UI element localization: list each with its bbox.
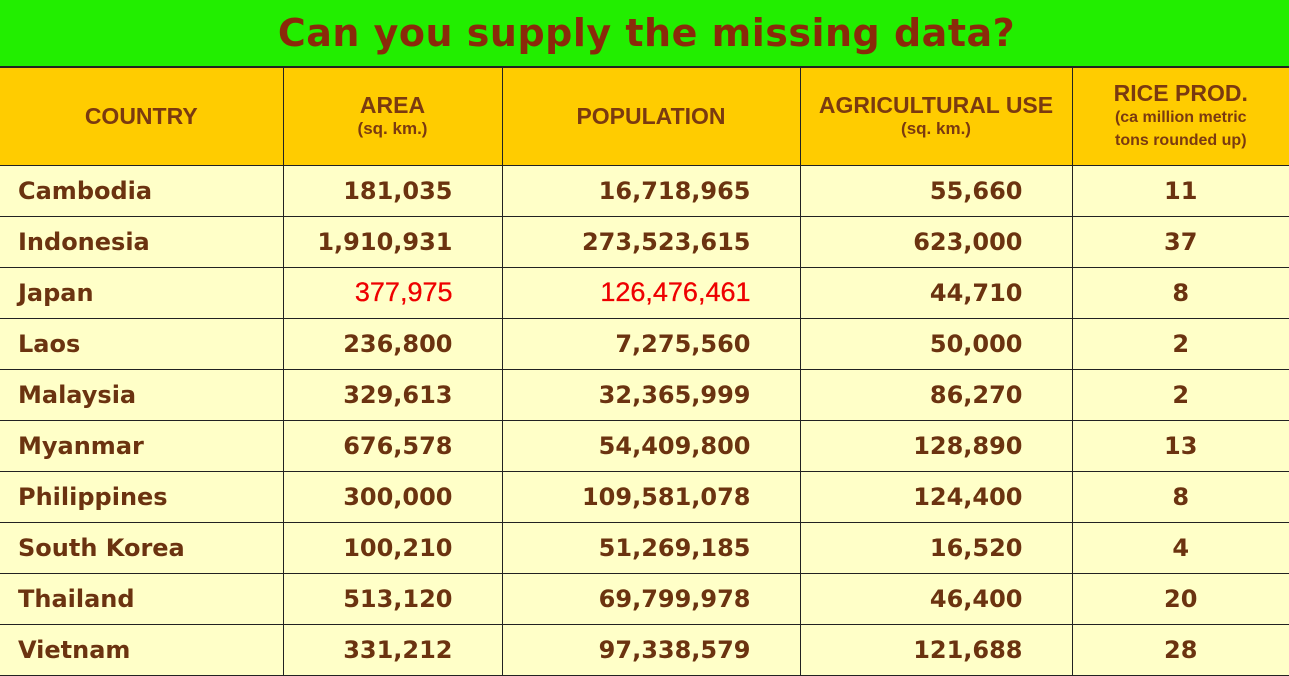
cell-population-highlighted: 126,476,461	[501, 266, 801, 319]
table-row: Vietnam 331,212 97,338,579 121,688 28	[0, 623, 1289, 676]
cell-agricultural-use: 124,400	[799, 470, 1073, 523]
header-area-unit: (sq. km.)	[357, 119, 428, 139]
cell-population: 97,338,579	[501, 623, 801, 676]
cell-rice-production: 2	[1071, 317, 1289, 370]
cell-population: 16,718,965	[501, 164, 801, 217]
header-agricultural-use: AGRICULTURAL USE (sq. km.)	[799, 66, 1073, 166]
cell-area: 300,000	[282, 470, 503, 523]
cell-area: 1,910,931	[282, 215, 503, 268]
cell-country: Philippines	[0, 470, 284, 523]
header-area: AREA (sq. km.)	[282, 66, 503, 166]
table-row: South Korea 100,210 51,269,185 16,520 4	[0, 521, 1289, 574]
cell-agricultural-use: 44,710	[799, 266, 1073, 319]
cell-agricultural-use: 86,270	[799, 368, 1073, 421]
table-row: Philippines 300,000 109,581,078 124,400 …	[0, 470, 1289, 523]
cell-country: South Korea	[0, 521, 284, 574]
cell-rice-production: 20	[1071, 572, 1289, 625]
cell-agricultural-use: 46,400	[799, 572, 1073, 625]
header-country: COUNTRY	[0, 66, 284, 166]
cell-agricultural-use: 121,688	[799, 623, 1073, 676]
table-row: Indonesia 1,910,931 273,523,615 623,000 …	[0, 215, 1289, 268]
header-population-label: POPULATION	[576, 103, 726, 130]
cell-rice-production: 37	[1071, 215, 1289, 268]
cell-area: 331,212	[282, 623, 503, 676]
cell-agricultural-use: 55,660	[799, 164, 1073, 217]
cell-rice-production: 4	[1071, 521, 1289, 574]
cell-country: Thailand	[0, 572, 284, 625]
cell-agricultural-use: 50,000	[799, 317, 1073, 370]
cell-population: 69,799,978	[501, 572, 801, 625]
header-country-label: COUNTRY	[84, 103, 198, 130]
header-rice-production: RICE PROD. (ca million metric tons round…	[1071, 66, 1289, 166]
cell-rice-production: 2	[1071, 368, 1289, 421]
cell-agricultural-use: 128,890	[799, 419, 1073, 472]
cell-country: Vietnam	[0, 623, 284, 676]
title-banner: Can you supply the missing data?	[0, 0, 1289, 66]
cell-area: 236,800	[282, 317, 503, 370]
cell-area: 513,120	[282, 572, 503, 625]
cell-rice-production: 28	[1071, 623, 1289, 676]
cell-area: 329,613	[282, 368, 503, 421]
table-row: Japan 377,975 126,476,461 44,710 8	[0, 266, 1289, 319]
header-agri-label: AGRICULTURAL USE	[818, 92, 1054, 119]
cell-country: Laos	[0, 317, 284, 370]
header-rice-note-2: tons rounded up)	[1114, 132, 1247, 150]
cell-rice-production: 11	[1071, 164, 1289, 217]
table-row: Malaysia 329,613 32,365,999 86,270 2	[0, 368, 1289, 421]
cell-rice-production: 13	[1071, 419, 1289, 472]
header-population: POPULATION	[501, 66, 801, 166]
cell-country: Myanmar	[0, 419, 284, 472]
cell-population: 273,523,615	[501, 215, 801, 268]
cell-population: 54,409,800	[501, 419, 801, 472]
cell-country: Malaysia	[0, 368, 284, 421]
cell-area-highlighted: 377,975	[282, 266, 503, 319]
table-row: Thailand 513,120 69,799,978 46,400 20	[0, 572, 1289, 625]
cell-population: 7,275,560	[501, 317, 801, 370]
header-rice-note-1: (ca million metric	[1114, 109, 1247, 127]
table-row: Myanmar 676,578 54,409,800 128,890 13	[0, 419, 1289, 472]
cell-rice-production: 8	[1071, 266, 1289, 319]
cell-area: 181,035	[282, 164, 503, 217]
cell-population: 32,365,999	[501, 368, 801, 421]
cell-country: Japan	[0, 266, 284, 319]
table-row: Laos 236,800 7,275,560 50,000 2	[0, 317, 1289, 370]
header-rice-label: RICE PROD.	[1113, 80, 1248, 107]
cell-country: Indonesia	[0, 215, 284, 268]
page-title: Can you supply the missing data?	[277, 11, 1016, 55]
header-row: COUNTRY AREA (sq. km.) POPULATION AGRICU…	[0, 66, 1289, 166]
table-row: Cambodia 181,035 16,718,965 55,660 11	[0, 164, 1289, 217]
country-data-table: COUNTRY AREA (sq. km.) POPULATION AGRICU…	[0, 66, 1289, 676]
header-agri-unit: (sq. km.)	[901, 119, 971, 139]
cell-rice-production: 8	[1071, 470, 1289, 523]
cell-country: Cambodia	[0, 164, 284, 217]
cell-agricultural-use: 16,520	[799, 521, 1073, 574]
cell-population: 51,269,185	[501, 521, 801, 574]
cell-area: 100,210	[282, 521, 503, 574]
cell-area: 676,578	[282, 419, 503, 472]
cell-agricultural-use: 623,000	[799, 215, 1073, 268]
header-area-label: AREA	[359, 92, 426, 119]
cell-population: 109,581,078	[501, 470, 801, 523]
